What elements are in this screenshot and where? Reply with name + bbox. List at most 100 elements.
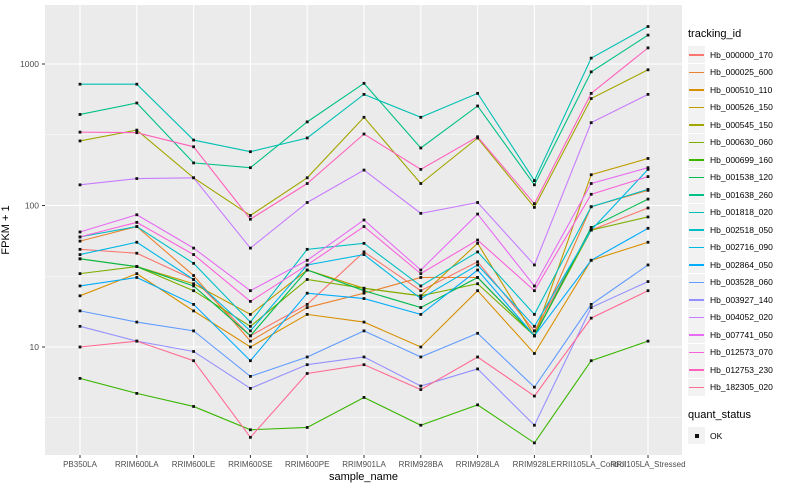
data-point: [135, 240, 139, 244]
legend-key-swatch: [688, 81, 705, 99]
data-point: [589, 56, 593, 60]
data-point: [589, 182, 593, 185]
data-point: [646, 166, 650, 170]
legend-key-line: [689, 316, 704, 319]
data-point: [249, 166, 252, 170]
data-point: [305, 291, 309, 295]
data-point: [362, 225, 366, 228]
data-point: [419, 167, 423, 171]
legend-key-line: [689, 351, 704, 354]
data-point: [249, 289, 252, 293]
x-tick-label: RRIM600PE: [285, 460, 329, 469]
legend-key-swatch: [688, 186, 705, 204]
data-point: [419, 355, 423, 359]
legend-key-line: [689, 124, 704, 126]
data-point: [78, 130, 82, 134]
data-point: [249, 345, 252, 349]
legend-key-line: [689, 334, 704, 336]
data-point: [249, 339, 252, 343]
data-point: [305, 263, 309, 267]
data-point: [362, 92, 366, 96]
data-point: [78, 253, 82, 256]
data-point: [249, 246, 252, 250]
data-point: [362, 297, 366, 300]
data-point: [476, 289, 479, 293]
data-point: [646, 240, 650, 244]
legend-key-swatch: [688, 238, 705, 256]
legend-item-label: Hb_000025_600: [710, 67, 773, 78]
legend-key-swatch: [688, 273, 705, 291]
data-point: [135, 225, 139, 228]
data-point: [646, 33, 650, 37]
legend-item-Hb_004052_020: Hb_004052_020: [688, 308, 800, 327]
data-point: [362, 132, 366, 136]
legend-item-label: Hb_182305_020: [710, 382, 773, 393]
legend-item-Hb_001538_120: Hb_001538_120: [688, 168, 800, 187]
data-point: [78, 247, 82, 251]
data-point: [646, 167, 650, 171]
data-point: [476, 263, 479, 267]
data-point: [589, 226, 593, 229]
legend-item-Hb_000000_170: Hb_000000_170: [688, 46, 800, 64]
data-point: [305, 176, 309, 180]
data-point: [476, 212, 479, 216]
legend-key-line: [689, 369, 704, 371]
data-point: [533, 183, 536, 187]
legend-item-label: Hb_002518_050: [710, 224, 773, 235]
legend-item-Hb_003927_140: Hb_003927_140: [688, 291, 800, 309]
data-point: [192, 246, 195, 250]
data-point: [362, 250, 366, 254]
data-point: [249, 435, 252, 439]
data-point: [249, 320, 252, 324]
legend-item-label: Hb_000630_060: [710, 137, 773, 148]
data-point: [533, 205, 536, 209]
legend-item-label: Hb_002716_090: [710, 242, 773, 253]
data-point: [249, 312, 252, 316]
data-point: [249, 329, 252, 333]
data-point: [362, 253, 366, 256]
legend-key-line: [689, 106, 704, 109]
legend-item-Hb_000510_110: Hb_000510_110: [688, 81, 800, 99]
legend-item-label: Hb_000510_110: [710, 84, 773, 95]
data-point: [646, 263, 650, 267]
ok-point-icon: [694, 433, 699, 438]
data-point: [249, 374, 252, 378]
legend-item-Hb_002864_050: Hb_002864_050: [688, 256, 800, 274]
data-point: [192, 145, 195, 149]
data-point: [78, 139, 82, 143]
legend-item-label: Hb_003528_060: [710, 277, 773, 288]
data-point: [589, 97, 593, 100]
data-point: [419, 272, 423, 276]
data-point: [305, 120, 309, 124]
legend-items: Hb_000000_170 Hb_000025_600 Hb_000510_110 H…: [688, 46, 800, 396]
data-point: [78, 272, 82, 276]
legend-item-label: Hb_001538_120: [710, 172, 773, 183]
data-point: [476, 201, 479, 204]
x-tick-label: RRIM600SE: [228, 460, 272, 469]
data-point: [192, 278, 195, 281]
data-point: [78, 324, 82, 328]
legend-item-Hb_003528_060: Hb_003528_060: [688, 273, 800, 292]
data-point: [476, 276, 479, 279]
data-point: [589, 228, 593, 232]
legend-title-tracking-id: tracking_id: [688, 28, 742, 40]
legend-item-label: Hb_000699_160: [710, 154, 773, 165]
data-point: [78, 239, 82, 243]
data-point: [78, 294, 82, 298]
data-point: [646, 187, 650, 191]
legend-key-line: [689, 176, 704, 179]
data-point: [419, 268, 423, 272]
legend-key-line: [689, 211, 704, 214]
data-point: [589, 205, 593, 209]
data-point: [249, 300, 252, 303]
data-point: [305, 426, 309, 429]
legend-item-label: Hb_000545_150: [710, 119, 773, 130]
legend-key-swatch: [688, 343, 705, 361]
y-tick-label: 1000: [20, 59, 39, 69]
data-point: [646, 226, 650, 230]
legend-key-swatch: [688, 46, 705, 64]
legend-key-swatch: [688, 133, 705, 151]
legend-item-quant-ok: OK: [688, 427, 800, 445]
x-tick-label: RRII105LA_Stressed: [610, 460, 685, 469]
legend-item-Hb_001818_020: Hb_001818_020: [688, 203, 800, 222]
